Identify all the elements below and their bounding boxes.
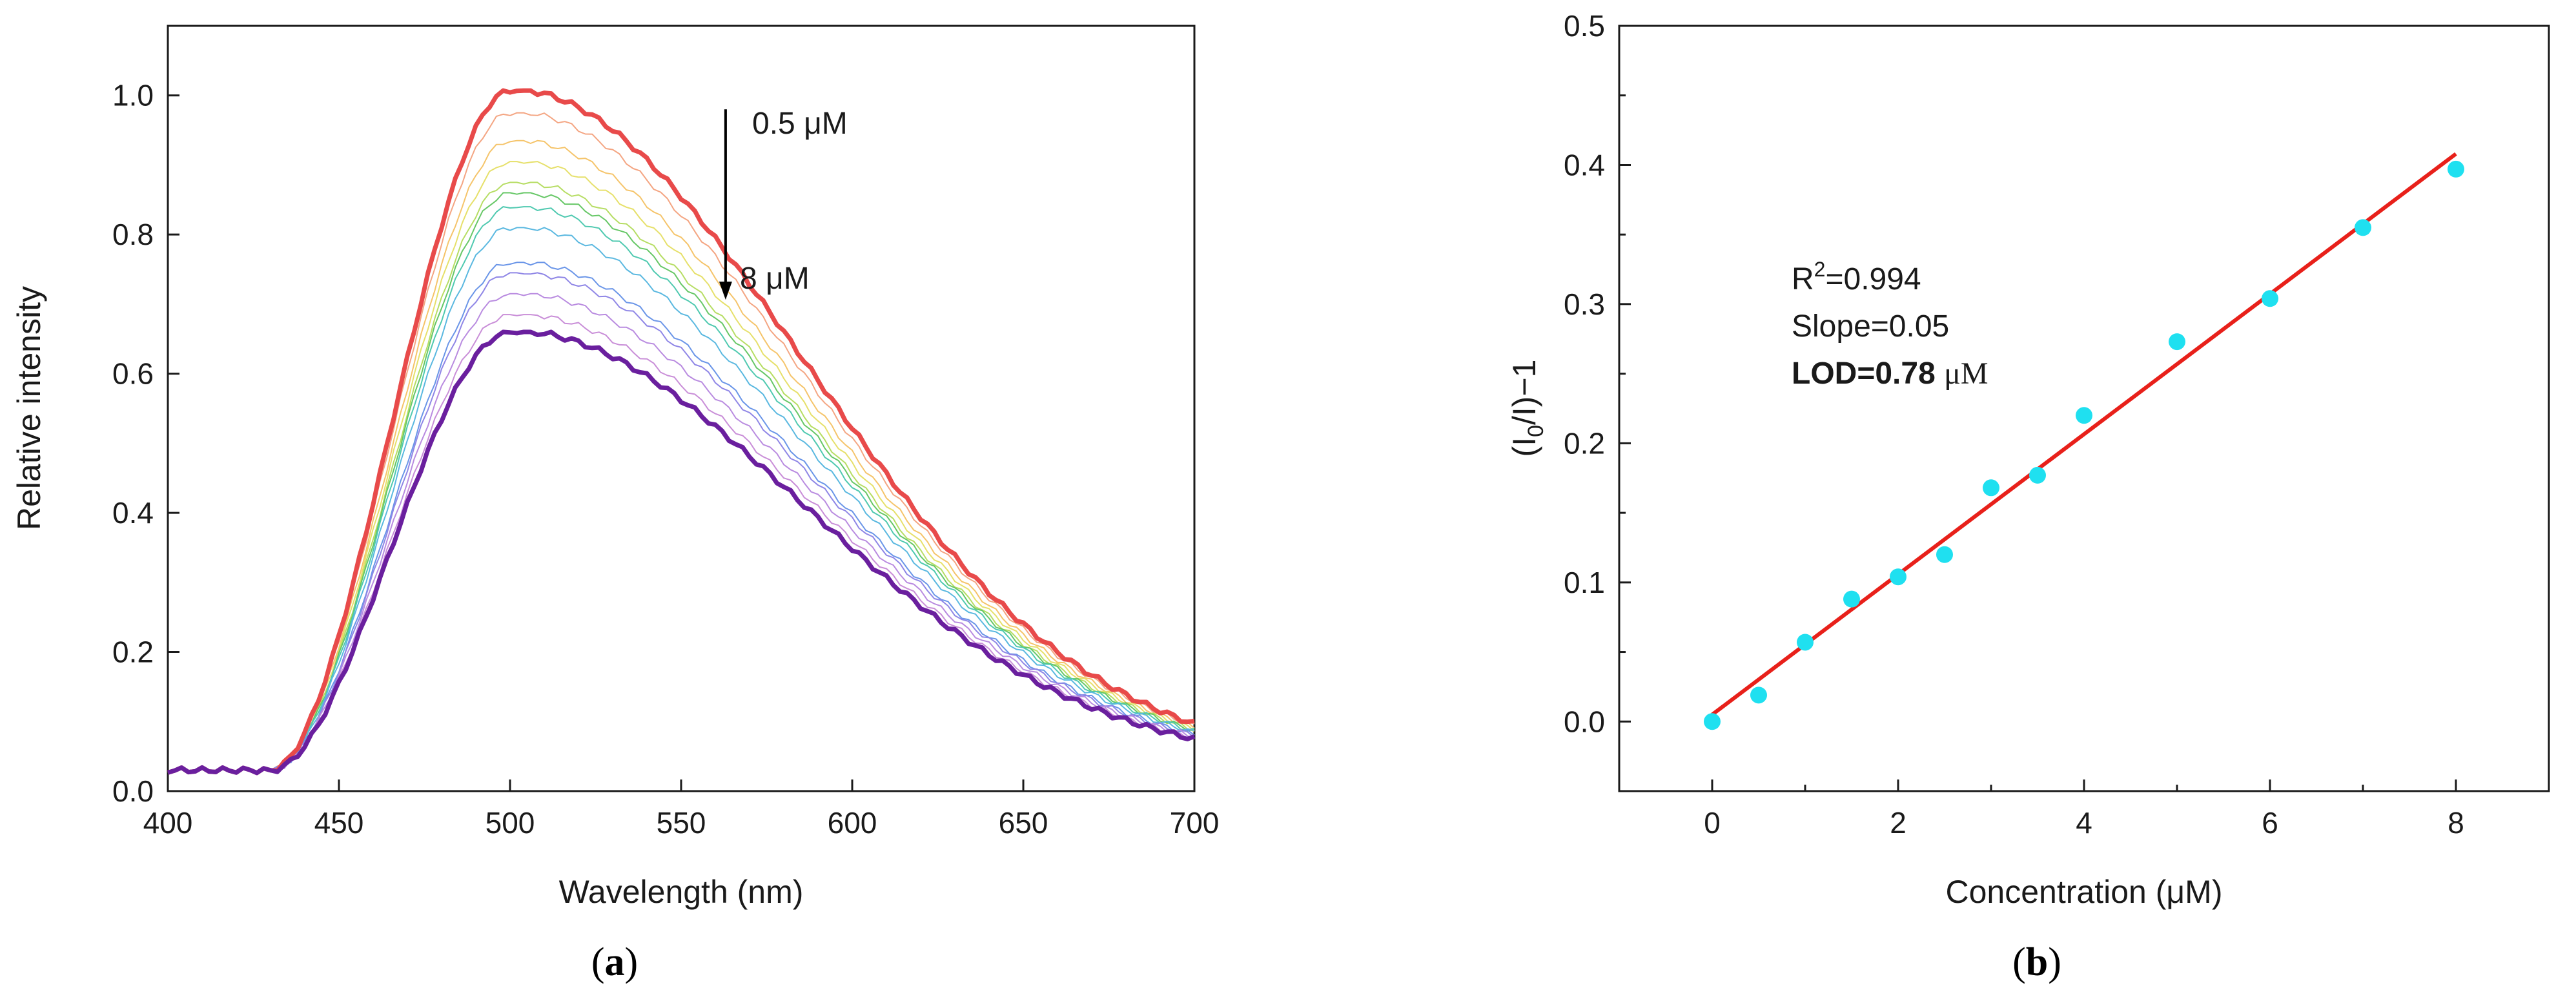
- x-tick-label: 450: [314, 806, 364, 840]
- panel-a-annotation-top: 0.5 μM: [752, 107, 848, 141]
- series-line-0: [167, 88, 1195, 776]
- data-point: [2029, 466, 2046, 484]
- data-point: [2448, 160, 2464, 178]
- panel-a-annotation-bottom: 8 μM: [740, 262, 810, 296]
- panel-b-calibration-chart: 0 2 4 6 8 0.0 0.1 0.2 0.3 0.4 0.5 R2=0.994 Slope=…: [1506, 9, 2550, 984]
- panel-b-slope-stat: Slope=0.05: [1792, 309, 1949, 344]
- x-tick-label: 650: [999, 806, 1048, 840]
- y-tick-label: 0.2: [1564, 426, 1605, 460]
- panel-a-x-ticks: 400 450 500 550 600 650 700: [143, 779, 1220, 840]
- x-tick-label: 4: [2076, 806, 2092, 840]
- series-line-6: [167, 206, 1195, 774]
- data-point: [1983, 479, 1999, 497]
- panel-a-trend-arrow: [719, 109, 732, 300]
- panel-b-letter: b: [2026, 940, 2048, 984]
- data-point: [1797, 634, 1814, 651]
- series-line-7: [167, 227, 1195, 774]
- panel-a-y-axis-label: Relative intensity: [11, 286, 47, 530]
- x-tick-label: 0: [1704, 806, 1721, 840]
- panel-a-x-axis-label: Wavelength (nm): [559, 874, 804, 910]
- y-tick-label: 1.0: [112, 79, 154, 112]
- series-line-12: [167, 329, 1196, 776]
- panel-b-r2-stat: R2=0.994: [1792, 258, 1921, 296]
- y-tick-label: 0.0: [1564, 705, 1605, 738]
- data-point: [2169, 333, 2185, 351]
- arrow-head: [719, 282, 732, 300]
- data-point: [2355, 219, 2371, 236]
- x-tick-label: 400: [143, 806, 193, 840]
- panel-b-fit-line: [1711, 152, 2457, 716]
- panel-a-label: (a): [591, 940, 638, 984]
- series-line-10: [167, 293, 1195, 774]
- panel-a-spectra-chart: 400 450 500 550 600 650 700 0.0 0.2 0.4 0.6 0.8 1.0…: [11, 25, 1220, 984]
- panel-a-letter: a: [605, 940, 625, 984]
- y-tick-label: 0.0: [112, 774, 154, 808]
- data-point: [2076, 407, 2092, 424]
- panel-a-y-ticks: 0.0 0.2 0.4 0.6 0.8 1.0: [112, 79, 179, 808]
- panel-b-lod-stat: LOD=0.78 μM: [1792, 356, 1988, 391]
- data-point: [1750, 686, 1767, 704]
- y-tick-label: 0.5: [1564, 9, 1605, 43]
- x-tick-label: 500: [486, 806, 535, 840]
- x-tick-label: 2: [1890, 806, 1906, 840]
- panel-b-y-ticks: 0.0 0.1 0.2 0.3 0.4 0.5: [1564, 9, 1631, 792]
- x-tick-label: 700: [1170, 806, 1220, 840]
- x-tick-label: 6: [2262, 806, 2278, 840]
- y-tick-label: 0.4: [112, 496, 154, 530]
- panel-b-x-axis-label: Concentration (μM): [1946, 874, 2223, 910]
- panel-a-series-group: [167, 88, 1196, 776]
- x-tick-label: 550: [657, 806, 706, 840]
- data-point: [1843, 590, 1860, 608]
- panel-b-data-points: [1704, 160, 2464, 730]
- panel-b-x-ticks: 0 2 4 6 8: [1618, 779, 2550, 840]
- data-point: [1890, 568, 1906, 586]
- y-tick-label: 0.4: [1564, 148, 1605, 181]
- y-tick-label: 0.6: [112, 357, 154, 391]
- y-tick-label: 0.3: [1564, 287, 1605, 321]
- x-tick-label: 8: [2448, 806, 2464, 840]
- series-line-1: [167, 112, 1195, 774]
- data-point: [2262, 290, 2278, 307]
- panel-b-label: (b): [2012, 940, 2061, 984]
- x-tick-label: 600: [828, 806, 877, 840]
- y-tick-label: 0.1: [1564, 566, 1605, 599]
- data-point: [1704, 713, 1721, 730]
- panel-b-y-axis-label: (I0/I)−1: [1506, 360, 1548, 457]
- series-line-2: [167, 139, 1195, 774]
- y-tick-label: 0.8: [112, 218, 154, 251]
- y-tick-label: 0.2: [112, 635, 154, 669]
- data-point: [1936, 546, 1953, 563]
